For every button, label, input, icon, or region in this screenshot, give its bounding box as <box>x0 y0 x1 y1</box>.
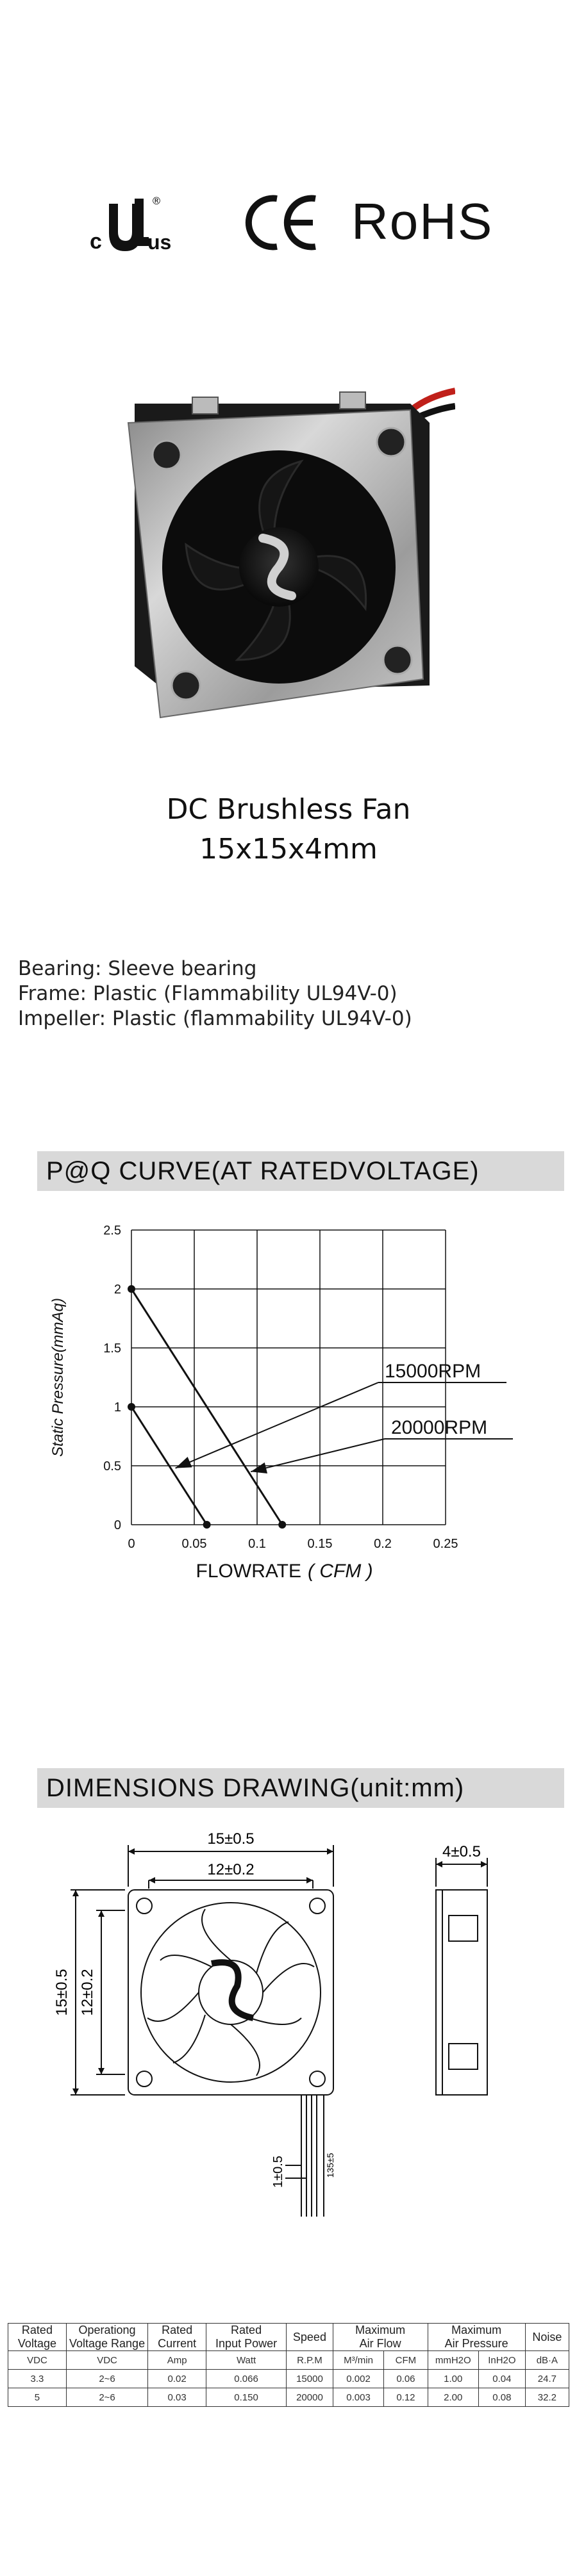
dim-lead-length: 135±5 <box>325 2153 335 2178</box>
table-cell: 0.150 <box>206 2388 287 2407</box>
table-cell: 1.00 <box>427 2369 480 2388</box>
fan-outline-side <box>435 1889 488 2096</box>
ul-listing-logo: c ® us <box>90 192 205 263</box>
table-cell: 2~6 <box>65 2369 149 2388</box>
ul-us-letters: us <box>147 231 172 254</box>
y-tick-label: 0.5 <box>103 1459 121 1473</box>
dim-inner-height: 12±0.2 <box>79 1969 96 2015</box>
y-tick-label: 2.5 <box>103 1224 121 1238</box>
pq-curve-chart: 0 0.05 0.1 0.15 0.2 0.25 0 0.5 1 1.5 2 2.5 Static Pr… <box>49 1224 513 1582</box>
table-cell: 0.06 <box>383 2369 428 2388</box>
series-start-point <box>128 1403 135 1411</box>
header-rated-current: Rated Current <box>147 2323 207 2351</box>
dim-thickness: 4±0.5 <box>442 1843 481 1860</box>
table-row: 3.3 2~6 0.02 0.066 15000 0.002 0.06 1.00… <box>8 2369 570 2388</box>
series-end-point <box>203 1521 211 1529</box>
table-cell: 0.04 <box>478 2369 526 2388</box>
product-title: DC Brushless Fan <box>166 793 411 826</box>
table-cell: 0.003 <box>332 2388 385 2407</box>
dim-inner-width: 12±0.2 <box>207 1861 254 1878</box>
header-air-flow: Maximum Air Flow <box>332 2323 428 2351</box>
dimensions-heading: DIMENSIONS DRAWING(unit:mm) <box>37 1768 564 1808</box>
series-label: 20000RPM <box>391 1417 487 1438</box>
units-row: VDC VDC Amp Watt R.P.M M³/min CFM mmH2O … <box>8 2350 570 2370</box>
unit-cell: InH2O <box>478 2350 526 2370</box>
table-row: 5 2~6 0.03 0.150 20000 0.003 0.12 2.00 0… <box>8 2388 570 2407</box>
spec-impeller: Impeller: Plastic (flammability UL94V-0) <box>18 1007 412 1030</box>
spec-frame: Frame: Plastic (Flammability UL94V-0) <box>18 982 397 1005</box>
material-specs: Bearing: Sleeve bearing Frame: Plastic (… <box>18 956 412 1031</box>
table-cell: 0.02 <box>147 2369 207 2388</box>
table-cell: 32.2 <box>524 2388 570 2407</box>
table-cell: 0.002 <box>332 2369 385 2388</box>
dim-outer-height: 15±0.5 <box>53 1969 71 2015</box>
y-tick-label: 2 <box>114 1283 121 1297</box>
table-cell: 2~6 <box>65 2388 149 2407</box>
series-start-point <box>128 1285 135 1293</box>
x-tick-label: 0.1 <box>248 1537 266 1551</box>
table-cell: 0.03 <box>147 2388 207 2407</box>
rohs-label: RoHS <box>351 193 494 250</box>
table-cell: 2.00 <box>427 2388 480 2407</box>
fan-outline-front <box>128 1889 334 2096</box>
ce-mark-icon <box>245 195 316 250</box>
series-line-20000rpm <box>130 1288 283 1525</box>
fan-product-image <box>127 388 455 719</box>
header-input-power: Rated Input Power <box>206 2323 287 2351</box>
x-axis-unit: ( CFM ) <box>308 1561 373 1582</box>
table-cell: 0.066 <box>206 2369 287 2388</box>
ul-registered-mark: ® <box>151 195 162 207</box>
header-speed: Speed <box>286 2323 333 2351</box>
pq-curve-heading: P@Q CURVE(AT RATEDVOLTAGE) <box>37 1151 564 1191</box>
x-tick-label: 0 <box>128 1537 135 1551</box>
series-label: 15000RPM <box>385 1361 481 1382</box>
x-tick-label: 0.15 <box>308 1537 333 1551</box>
x-tick-label: 0.2 <box>374 1537 392 1551</box>
series-end-point <box>278 1521 287 1529</box>
unit-cell: mmH2O <box>427 2350 480 2370</box>
product-size: 15x15x4mm <box>199 833 378 866</box>
unit-cell: R.P.M <box>286 2350 333 2370</box>
ul-c-letter: c <box>90 229 102 254</box>
unit-cell: M³/min <box>332 2350 385 2370</box>
table-cell: 3.3 <box>8 2369 67 2388</box>
table-cell: 15000 <box>286 2369 333 2388</box>
unit-cell: Watt <box>206 2350 287 2370</box>
y-tick-label: 1 <box>114 1400 121 1415</box>
dim-outer-width: 15±0.5 <box>207 1830 254 1848</box>
dimensions-drawing: 15±0.5 12±0.2 15±0.5 12±0.2 4±0.5 1±0.5 … <box>53 1830 488 2217</box>
leader-arrowhead <box>251 1462 268 1474</box>
unit-cell: Amp <box>147 2350 207 2370</box>
ul-mark-icon <box>109 199 149 251</box>
unit-cell: CFM <box>383 2350 428 2370</box>
header-voltage-range: Operationg Voltage Range <box>65 2323 149 2351</box>
series-line-15000rpm <box>130 1406 208 1525</box>
y-tick-label: 1.5 <box>103 1341 121 1356</box>
leader-line <box>175 1382 379 1469</box>
spec-bearing: Bearing: Sleeve bearing <box>18 957 257 980</box>
unit-cell: VDC <box>65 2350 149 2370</box>
fan-opening-circle <box>140 1902 321 2083</box>
header-air-pressure: Maximum Air Pressure <box>427 2323 526 2351</box>
spec-table: Rated Voltage Operationg Voltage Range Rat… <box>8 2323 570 2407</box>
y-axis-label: Static Pressure(mmAq) <box>49 1298 67 1457</box>
table-cell: 20000 <box>286 2388 333 2407</box>
header-noise: Noise <box>524 2323 570 2351</box>
table-cell: 5 <box>8 2388 67 2407</box>
unit-cell: dB·A <box>524 2350 570 2370</box>
leader-arrowhead <box>175 1456 192 1468</box>
table-cell: 0.12 <box>383 2388 428 2407</box>
y-tick-label: 0 <box>114 1518 121 1532</box>
x-tick-label: 0.25 <box>433 1537 458 1551</box>
table-cell: 0.08 <box>478 2388 526 2407</box>
x-tick-label: 0.05 <box>182 1537 207 1551</box>
leader-line <box>250 1438 385 1473</box>
dim-lead-pitch: 1±0.5 <box>271 2156 285 2188</box>
table-cell: 24.7 <box>524 2369 570 2388</box>
x-axis-label: FLOWRATE <box>196 1561 301 1582</box>
unit-cell: VDC <box>8 2350 67 2370</box>
header-rated-voltage: Rated Voltage <box>8 2323 67 2351</box>
